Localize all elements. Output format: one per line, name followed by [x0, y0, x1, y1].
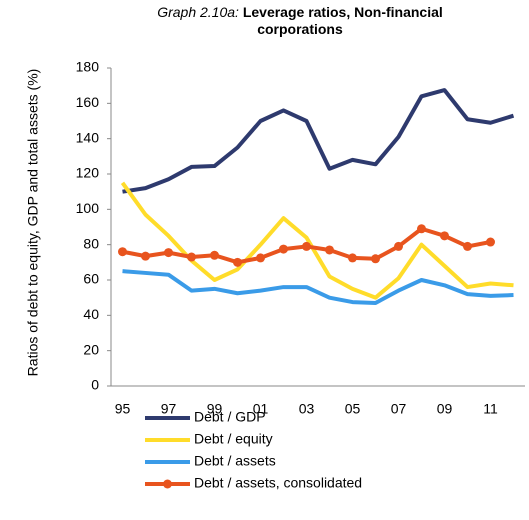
chart-title-block: Graph 2.10a: Leverage ratios, Non-financ…: [140, 4, 460, 38]
point: [394, 241, 403, 251]
point: [348, 253, 357, 263]
x-tick-label: 07: [391, 401, 407, 417]
y-tick-label: 80: [83, 235, 99, 251]
point: [486, 237, 495, 247]
point: [302, 241, 311, 251]
legend-label: Debt / assets: [194, 453, 276, 469]
x-tick-label: 01: [253, 401, 269, 417]
point: [463, 241, 472, 251]
legend-label: Debt / equity: [194, 431, 273, 447]
chart-title: Leverage ratios, Non-financial corporati…: [242, 4, 443, 37]
point: [371, 254, 380, 264]
y-tick-label: 180: [76, 59, 100, 75]
point: [187, 252, 196, 262]
x-tick-label: 03: [299, 401, 315, 417]
y-tick-label: 40: [83, 306, 99, 322]
point: [118, 247, 127, 257]
point: [164, 248, 173, 258]
point: [141, 251, 150, 261]
legend-label: Debt / assets, consolidated: [194, 475, 362, 491]
y-tick-label: 100: [76, 200, 100, 216]
point: [256, 253, 265, 263]
y-tick-label: 60: [83, 271, 99, 287]
legend-label: Debt / GDP: [194, 409, 266, 425]
x-tick-label: 11: [483, 401, 498, 417]
point: [417, 224, 426, 234]
x-tick-label: 97: [161, 401, 177, 417]
point: [325, 245, 334, 255]
point: [210, 250, 219, 260]
series-line: [122, 88, 515, 194]
point: [440, 231, 449, 241]
title-label: Graph 2.10a:: [157, 4, 239, 20]
legend-marker: [163, 479, 172, 489]
x-tick-label: 95: [115, 401, 131, 417]
x-tick-label: 99: [207, 401, 223, 417]
y-tick-label: 0: [91, 377, 99, 393]
y-tick-label: 120: [76, 165, 100, 181]
point: [279, 244, 288, 254]
y-tick-label: 160: [76, 94, 100, 110]
x-tick-label: 09: [437, 401, 453, 417]
x-tick-label: 05: [345, 401, 361, 417]
point: [233, 257, 242, 267]
series-line: [122, 269, 514, 305]
y-tick-label: 20: [83, 341, 99, 357]
y-tick-label: 140: [76, 129, 100, 145]
